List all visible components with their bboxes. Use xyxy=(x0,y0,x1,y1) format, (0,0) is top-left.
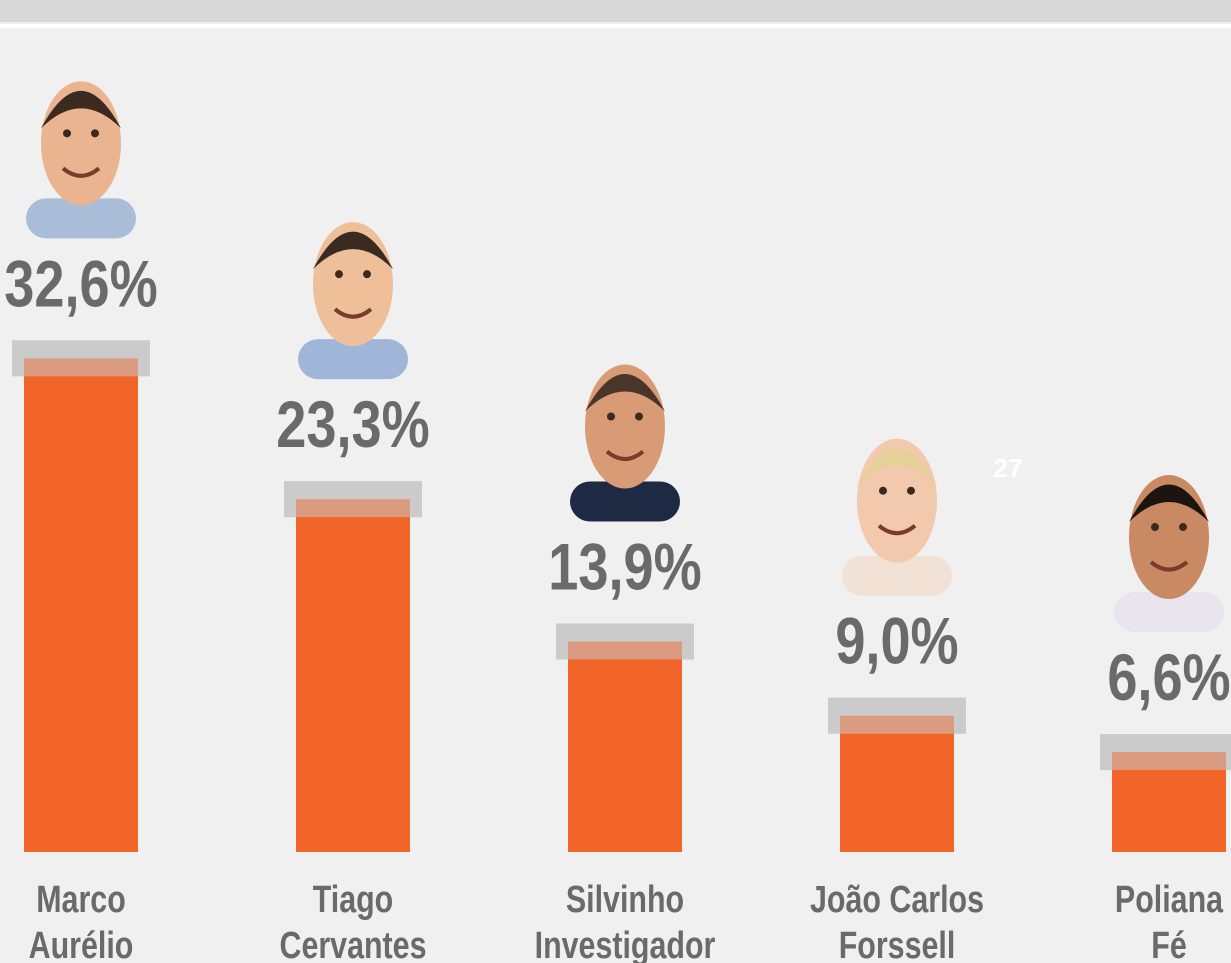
portrait-eye xyxy=(1179,523,1187,532)
x-tick-label: Aurélio xyxy=(29,925,134,963)
value-label: 9,0% xyxy=(835,604,958,678)
portrait-smile xyxy=(605,449,645,462)
x-tick-label: Investigador xyxy=(535,925,716,963)
annotation: 27 xyxy=(994,453,1023,483)
portrait-hair xyxy=(857,448,937,486)
x-tick-label: Silvinho xyxy=(566,879,684,921)
portrait xyxy=(842,438,952,596)
portrait-hair xyxy=(585,374,665,412)
bar-cap xyxy=(828,697,966,734)
top-strip xyxy=(0,0,1231,22)
portrait-eye xyxy=(607,412,615,421)
portrait-hair xyxy=(41,90,121,129)
portrait-eye xyxy=(879,486,887,495)
x-tick-label: Forssell xyxy=(839,925,956,963)
x-tick-label: Marco xyxy=(36,879,126,921)
portrait xyxy=(298,222,408,380)
portrait-shirt xyxy=(570,481,680,522)
portrait-smile xyxy=(61,166,101,178)
x-tick-label: Poliana xyxy=(1115,879,1224,921)
bar xyxy=(296,499,410,852)
portrait-eye xyxy=(635,412,643,421)
portrait-hair xyxy=(1129,484,1209,523)
portrait-hair xyxy=(313,231,393,270)
portrait-eye xyxy=(1151,523,1159,532)
x-tick-label: Fé xyxy=(1151,925,1186,963)
bar-cap xyxy=(556,623,694,660)
portrait-smile xyxy=(877,524,917,536)
bar-cap xyxy=(284,481,422,518)
portrait-shirt xyxy=(842,555,952,596)
bar xyxy=(568,641,682,852)
portrait xyxy=(1114,475,1224,633)
bar-cap xyxy=(1100,734,1231,771)
portrait-eye xyxy=(335,270,343,279)
portrait-eye xyxy=(63,129,71,138)
portrait xyxy=(570,364,680,522)
portrait-eye xyxy=(91,129,99,138)
portrait-smile xyxy=(333,307,373,319)
portrait xyxy=(26,81,136,239)
value-label: 32,6% xyxy=(4,246,157,320)
value-label: 23,3% xyxy=(276,387,429,461)
x-tick-label: João Carlos xyxy=(810,879,984,921)
x-tick-label: Tiago xyxy=(313,879,394,921)
bar xyxy=(840,715,954,852)
portrait-smile xyxy=(1149,560,1189,572)
bar xyxy=(24,358,138,852)
x-tick-label: Cervantes xyxy=(280,925,427,963)
portrait-eye xyxy=(363,270,371,279)
portrait-shirt xyxy=(1114,592,1224,633)
portrait-shirt xyxy=(298,339,408,380)
value-label: 13,9% xyxy=(548,529,701,603)
portrait-shirt xyxy=(26,198,136,239)
value-label: 6,6% xyxy=(1107,640,1230,714)
top-line xyxy=(0,24,1231,28)
portrait-eye xyxy=(907,486,915,495)
bar-cap xyxy=(12,340,150,377)
